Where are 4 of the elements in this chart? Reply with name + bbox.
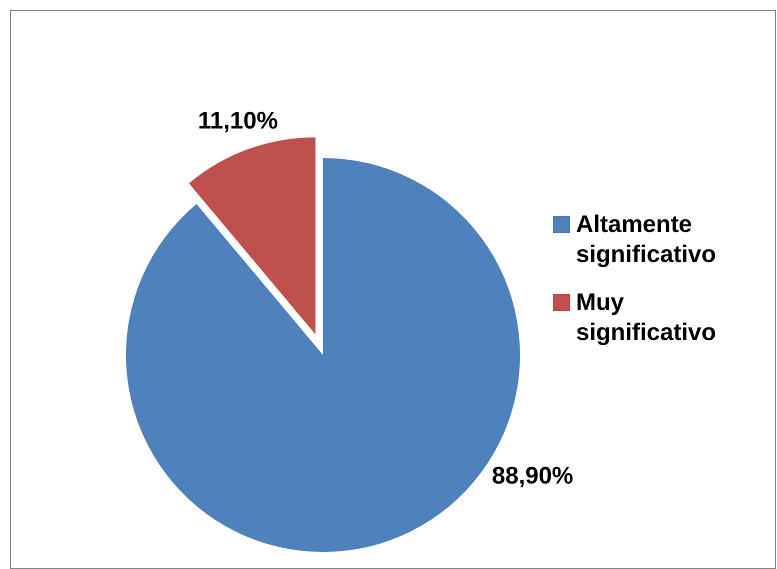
legend-label: Muy significativo — [576, 288, 718, 348]
data-label: 88,90% — [492, 462, 574, 490]
legend-label: Altamente significativo — [576, 210, 718, 270]
data-label: 11,10% — [198, 107, 278, 134]
